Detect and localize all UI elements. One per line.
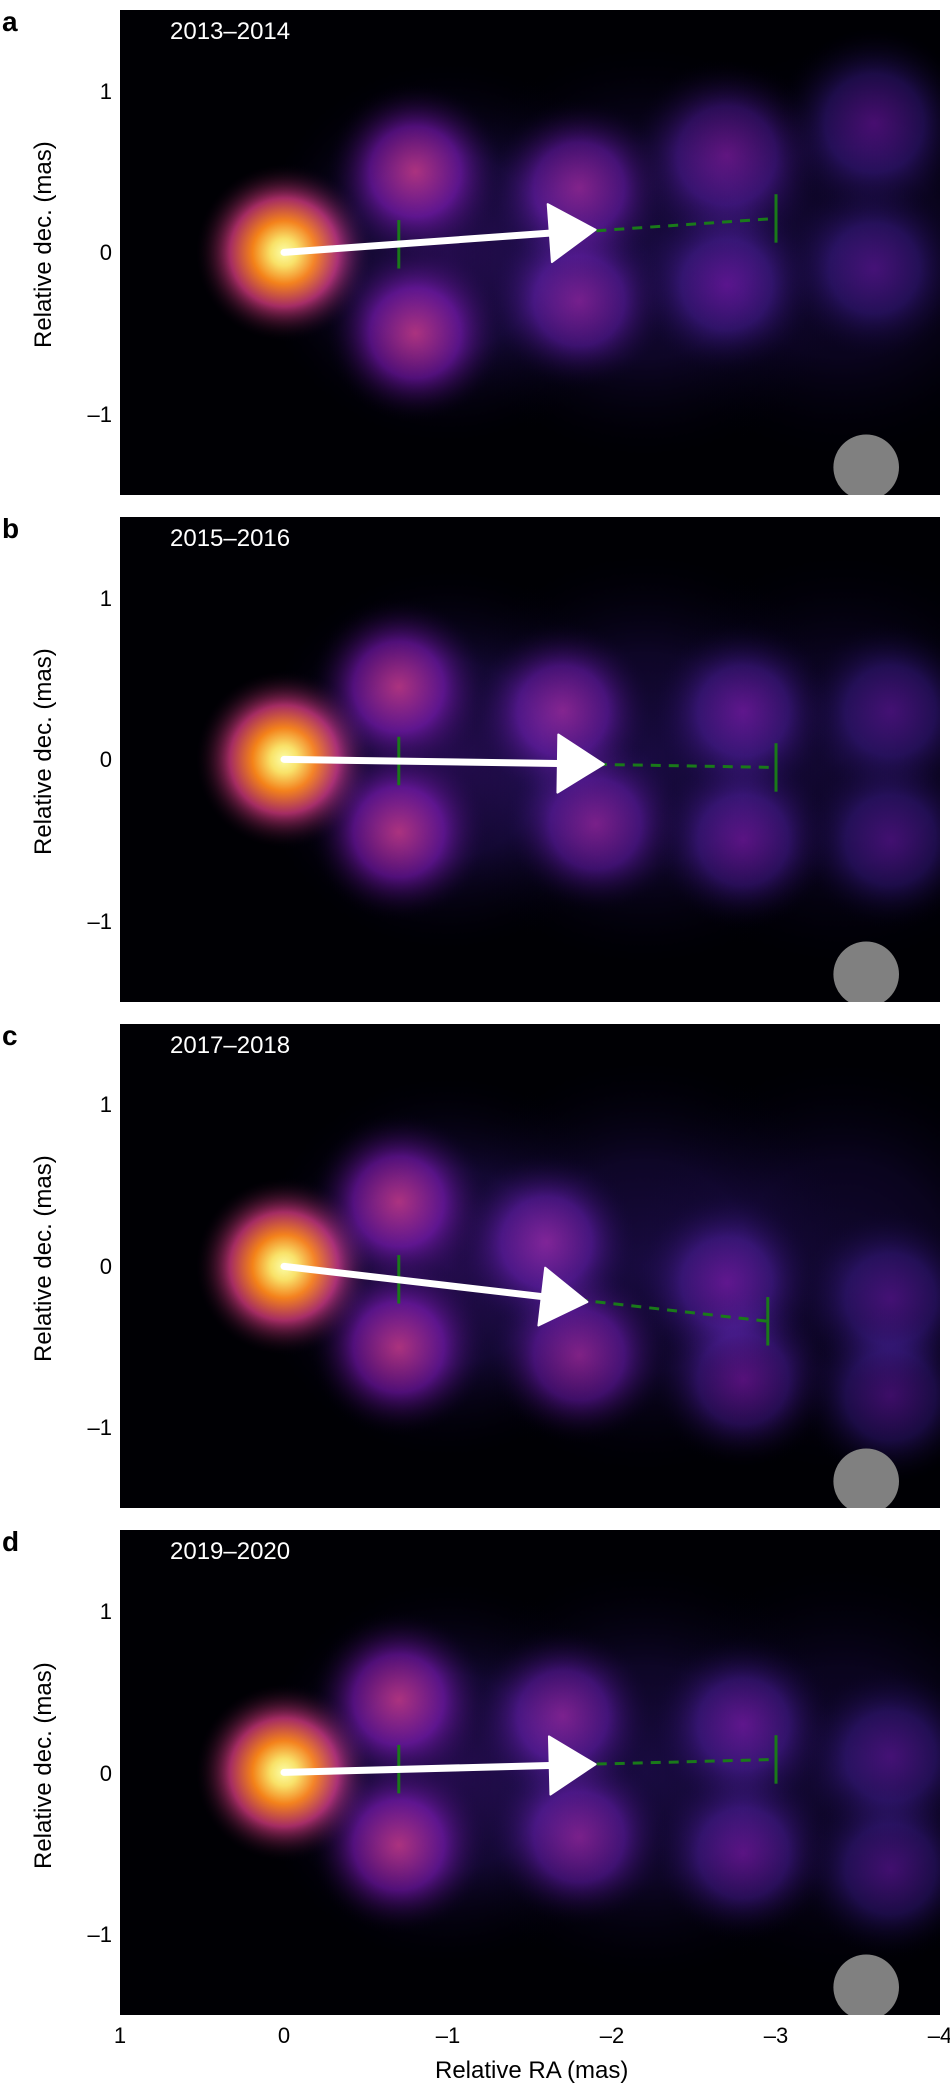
- xtick-label-5: –4: [920, 2023, 950, 2049]
- xtick-label-0: 1: [100, 2023, 140, 2049]
- jet-arrow-shaft-b: [284, 759, 558, 763]
- jet-arrow-shaft-c: [284, 1266, 542, 1296]
- jet-arrow-head-c: [538, 1267, 587, 1325]
- plot-area-a: [120, 10, 940, 495]
- ylabel-d: Relative dec. (mas): [30, 1662, 58, 1869]
- panel-label-b: b: [2, 513, 19, 545]
- overlay-svg-c: [120, 1024, 940, 1509]
- plot-area-c: [120, 1024, 940, 1509]
- ytick-label-b-1: 0: [78, 747, 112, 773]
- jet-arrow-shaft-a: [284, 233, 550, 252]
- ytick-label-a-0: 1: [78, 79, 112, 105]
- jet-arrow-head-d: [549, 1737, 596, 1795]
- overlay-svg-d: [120, 1530, 940, 2015]
- ytick-label-d-0: 1: [78, 1599, 112, 1625]
- panel-label-d: d: [2, 1526, 19, 1558]
- ytick-label-c-2: –1: [78, 1415, 112, 1441]
- panel-b: b Relative dec. (mas) 2015–2016 1 0 –1: [0, 507, 950, 1014]
- jet-arrow-head-a: [548, 204, 596, 262]
- panel-label-a: a: [2, 6, 18, 38]
- ytick-label-d-2: –1: [78, 1922, 112, 1948]
- jet-arrow-head-b: [557, 734, 603, 792]
- beam-marker-d: [833, 1955, 899, 2015]
- period-label-a: 2013–2014: [170, 18, 290, 46]
- panel-d: d Relative dec. (mas) 2019–2020 1 0 –1: [0, 1520, 950, 2027]
- jet-arrow-shaft-d: [284, 1766, 550, 1773]
- period-label-b: 2015–2016: [170, 525, 290, 553]
- ytick-label-a-1: 0: [78, 240, 112, 266]
- panel-label-c: c: [2, 1020, 18, 1052]
- beam-marker-a: [833, 434, 899, 494]
- ylabel-c: Relative dec. (mas): [30, 1155, 58, 1362]
- plot-area-d: [120, 1530, 940, 2015]
- ytick-label-c-1: 0: [78, 1254, 112, 1280]
- period-label-c: 2017–2018: [170, 1032, 290, 1060]
- ylabel-b: Relative dec. (mas): [30, 648, 58, 855]
- xtick-label-3: –2: [592, 2023, 632, 2049]
- beam-marker-c: [833, 1448, 899, 1508]
- xtick-label-4: –3: [756, 2023, 796, 2049]
- ylabel-a: Relative dec. (mas): [30, 142, 58, 349]
- xtick-label-1: 0: [264, 2023, 304, 2049]
- overlay-svg-a: [120, 10, 940, 495]
- plot-area-b: [120, 517, 940, 1002]
- ytick-label-a-2: –1: [78, 402, 112, 428]
- panel-a: a Relative dec. (mas) 2013–2014 1 0 –1: [0, 0, 950, 507]
- overlay-svg-b: [120, 517, 940, 1002]
- period-label-d: 2019–2020: [170, 1538, 290, 1566]
- beam-marker-b: [833, 941, 899, 1001]
- figure-container: a Relative dec. (mas) 2013–2014 1 0 –1 b Relati…: [0, 0, 950, 2097]
- ytick-label-c-0: 1: [78, 1092, 112, 1118]
- panel-c: c Relative dec. (mas) 2017–2018 1 0 –1: [0, 1014, 950, 1521]
- xtick-label-2: –1: [428, 2023, 468, 2049]
- xlabel: Relative RA (mas): [435, 2057, 628, 2085]
- ytick-label-b-2: –1: [78, 909, 112, 935]
- ytick-label-d-1: 0: [78, 1761, 112, 1787]
- ytick-label-b-0: 1: [78, 586, 112, 612]
